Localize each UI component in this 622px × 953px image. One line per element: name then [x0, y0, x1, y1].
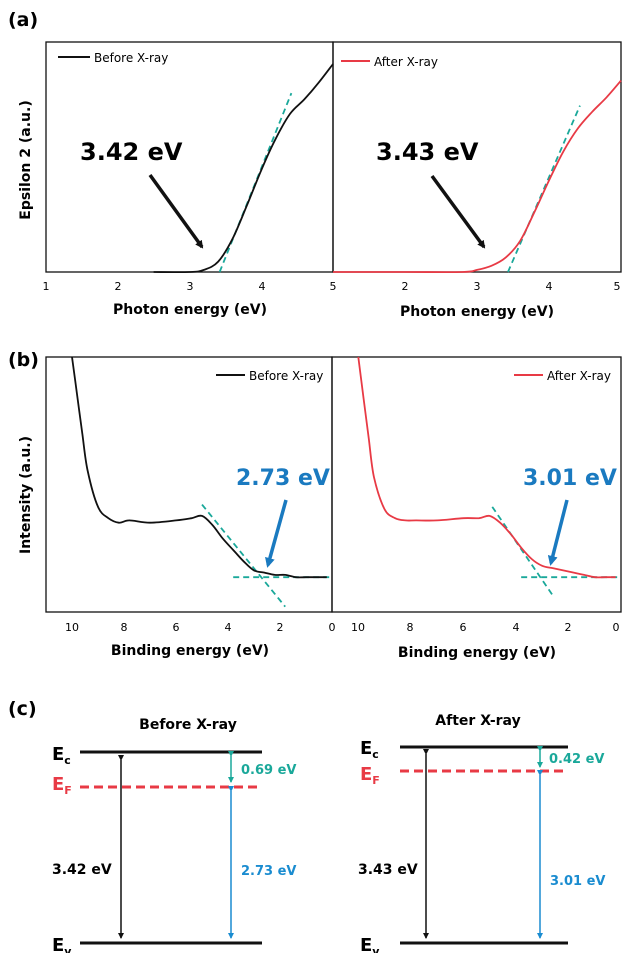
panel-b-right-plot [357, 356, 619, 596]
a-right-xlabel: Photon energy (eV) [400, 304, 554, 320]
panel-a-right-frame [332, 41, 622, 273]
ec-ef-value-before: 0.69 eV [241, 763, 296, 778]
panel-b-label: (b) [8, 349, 39, 371]
a-right-tick-5: 5 [614, 280, 621, 293]
a-right-tick-4: 4 [546, 280, 553, 293]
legend-before-a: Before X-ray [94, 51, 168, 65]
b-left-tick-10: 10 [65, 621, 79, 634]
a-right-fit-line-0 [507, 105, 581, 273]
panel-c: (c) Before X-ray Ec EF Ev 3.42 eV 0.69 e… [8, 698, 605, 953]
b-left-series-0 [71, 356, 327, 579]
panel-a-right-plot [333, 80, 622, 274]
a-right-tick-2: 2 [402, 280, 409, 293]
a-left-tick-3: 3 [187, 280, 194, 293]
a-right-tick-3: 3 [474, 280, 481, 293]
annotation-2-73: 2.73 eV [236, 466, 330, 491]
panel-a-left-plot [153, 63, 334, 274]
panel-b-ylabel: Intensity (a.u.) [18, 436, 34, 554]
panel-a-label: (a) [8, 9, 38, 31]
b-right-tick-8: 8 [407, 621, 414, 634]
a-left-series-0 [153, 63, 334, 274]
b-right-xlabel: Binding energy (eV) [398, 645, 556, 661]
arrow-3-01 [547, 499, 569, 566]
b-right-tick-6: 6 [460, 621, 467, 634]
panel-b-left-plot [71, 356, 330, 608]
annotation-3-01: 3.01 eV [523, 466, 617, 491]
a-left-tick-1: 1 [43, 280, 50, 293]
ef-label-after: EF [360, 764, 380, 787]
panel-a-ylabel: Epsilon 2 (a.u.) [18, 100, 34, 219]
b-right-tick-4: 4 [513, 621, 520, 634]
panel-b-right-frame [331, 356, 622, 613]
ec-label-after: Ec [360, 738, 379, 761]
ec-label-before: Ec [52, 744, 71, 767]
b-left-tick-6: 6 [173, 621, 180, 634]
b-left-fit-line-0 [201, 503, 286, 608]
arrow-2-73 [265, 499, 288, 568]
ef-ev-value-before: 2.73 eV [241, 864, 296, 879]
annotation-3-43: 3.43 eV [376, 138, 479, 166]
ef-label-before: EF [52, 774, 72, 797]
annotation-3-42: 3.42 eV [80, 138, 183, 166]
arrow-3-42 [148, 173, 204, 249]
legend-before-b: Before X-ray [249, 369, 323, 383]
band-diagram-before: Before X-ray Ec EF Ev 3.42 eV 0.69 eV 2.… [52, 717, 296, 953]
b-right-tick-2: 2 [565, 621, 572, 634]
ec-ef-value-after: 0.42 eV [549, 752, 604, 767]
b-right-series-0 [357, 356, 616, 579]
b-left-tick-2: 2 [277, 621, 284, 634]
gap-value-before: 3.42 eV [52, 862, 112, 878]
b-right-fit-line-0 [491, 506, 554, 596]
arrow-3-43 [430, 174, 486, 249]
band-diagram-after: After X-ray Ec EF Ev 3.43 eV 0.42 eV 3.0… [358, 713, 605, 953]
band-before-title: Before X-ray [139, 717, 237, 733]
a-left-xlabel: Photon energy (eV) [113, 302, 267, 318]
gap-value-after: 3.43 eV [358, 862, 418, 878]
legend-after-a: After X-ray [374, 55, 438, 69]
a-left-tick-2: 2 [115, 280, 122, 293]
ev-label-after: Ev [360, 935, 380, 953]
a-left-tick-4: 4 [259, 280, 266, 293]
b-left-tick-8: 8 [121, 621, 128, 634]
a-right-series-0 [333, 80, 622, 274]
a-left-tick-5: 5 [330, 280, 337, 293]
b-left-xlabel: Binding energy (eV) [111, 643, 269, 659]
panel-a: (a) Epsilon 2 (a.u.) Before X-ray After … [8, 9, 622, 320]
ev-label-before: Ev [52, 935, 72, 953]
band-after-title: After X-ray [435, 713, 520, 729]
b-right-tick-0: 0 [613, 621, 620, 634]
b-left-tick-0: 0 [329, 621, 336, 634]
b-left-tick-4: 4 [225, 621, 232, 634]
b-right-tick-10: 10 [351, 621, 365, 634]
ef-ev-value-after: 3.01 eV [550, 874, 605, 889]
legend-after-b: After X-ray [547, 369, 611, 383]
panel-b: (b) Intensity (a.u.) Before X-ray After … [8, 349, 622, 661]
panel-c-label: (c) [8, 698, 37, 720]
